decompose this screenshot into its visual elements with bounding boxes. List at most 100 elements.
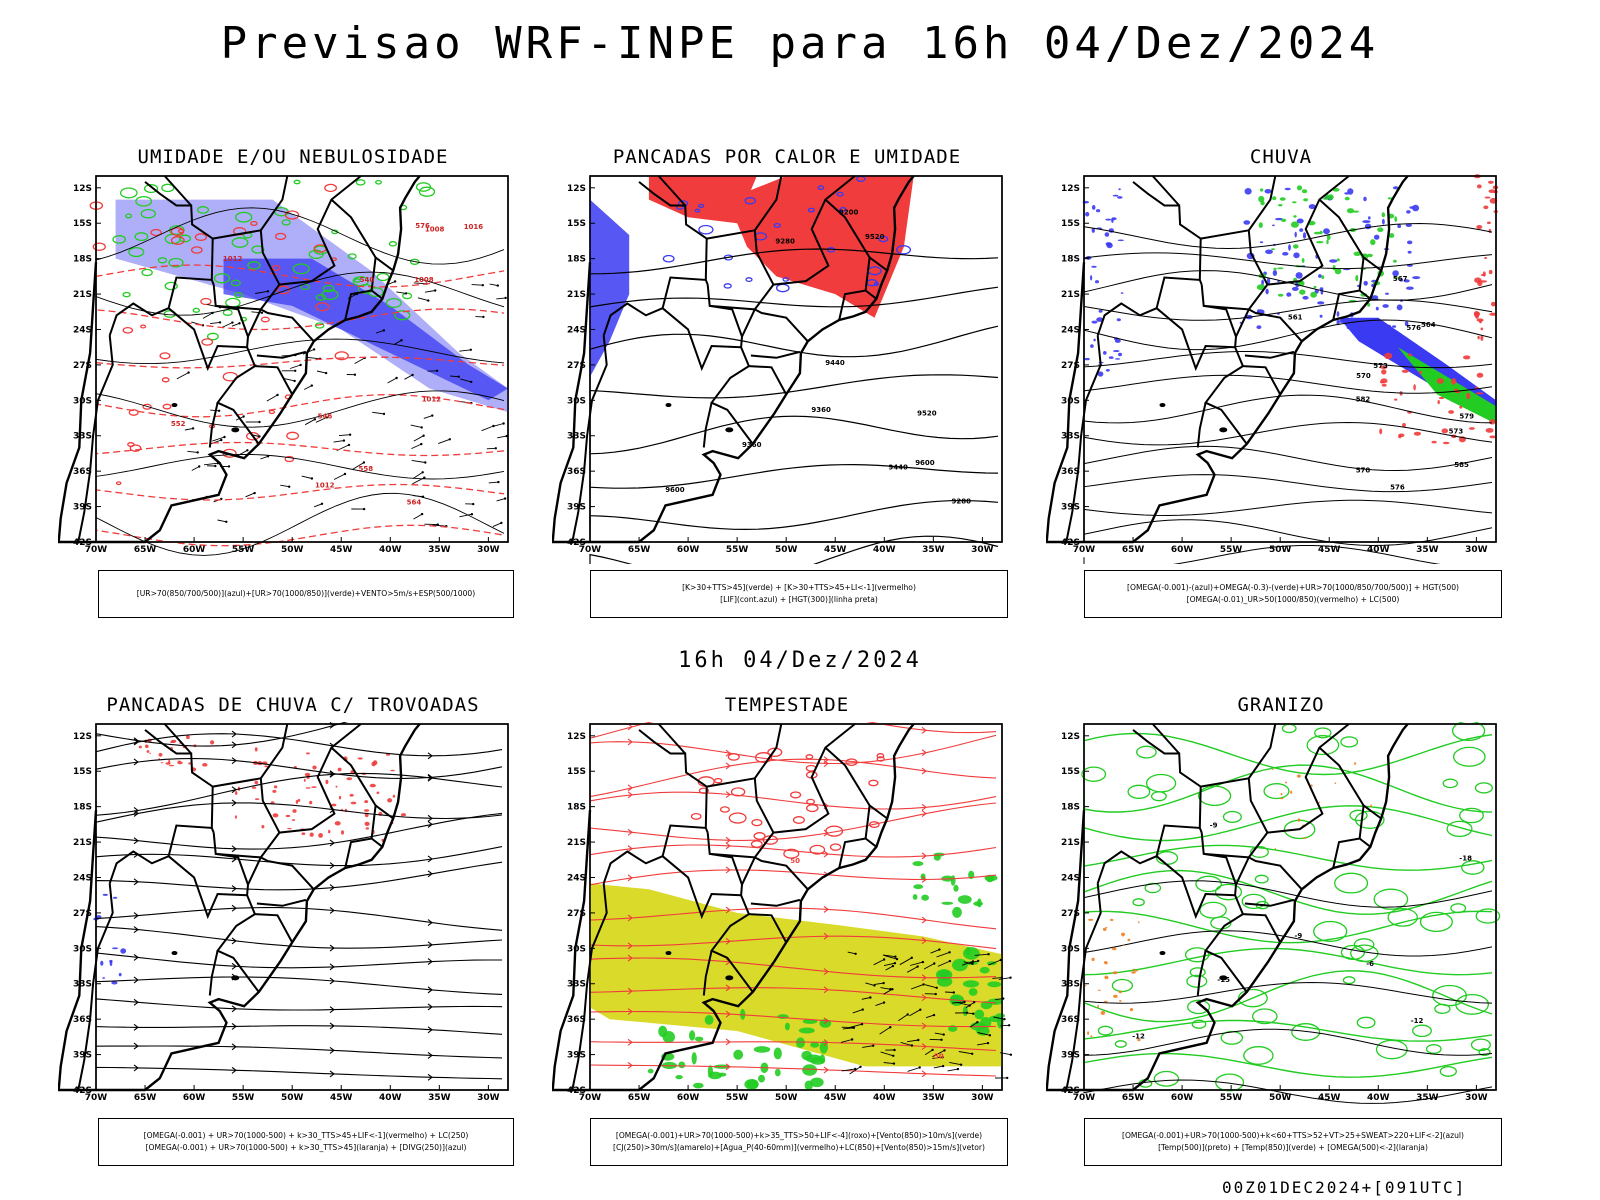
border-line [108,302,169,336]
contour-loop [1356,1016,1376,1029]
streamline-arrow [921,916,927,924]
wind-arrow [880,1051,894,1057]
contour-line [1083,421,1493,446]
shaded-cell [1090,275,1093,281]
shaded-cell [1265,288,1269,295]
lake [665,403,672,408]
contour-loop [178,234,192,243]
contour-line [95,492,505,556]
border-line [1235,308,1250,338]
shaded-cell [968,988,978,996]
lon-label: 60W [677,1093,700,1103]
shaded-cell [1137,1038,1141,1042]
contour-loop [1446,820,1473,838]
streamline-arrow [231,757,237,765]
contour-loop [315,294,327,301]
wind-arrow-head [427,299,430,302]
shaded-cell [1488,269,1493,275]
wind-arrow-head [861,1008,864,1011]
lon-label: 65W [1122,545,1145,555]
streamline-arrow [133,912,139,920]
border-line [750,350,801,359]
legend-line-1: [OMEGA(-0.001)+UR>70(1000-500)+k>35_TTS>… [615,1131,983,1140]
contour-loop [839,206,847,212]
shaded-cell [1131,971,1136,974]
contour-loop [142,403,152,410]
border-line [212,777,261,788]
wind-arrow [210,321,221,325]
wind-arrow [303,385,313,390]
shaded-cell [363,809,370,812]
wind-arrow-head [187,371,190,374]
shaded-cell [1491,301,1496,307]
border-line [1096,302,1157,336]
contour-loop [250,220,258,227]
shaded-cell [1321,275,1325,280]
wind-arrow-head [469,348,472,351]
shaded-cell [1407,240,1413,245]
map-border [95,175,509,543]
lon-label: 50W [775,545,798,555]
wind-arrow [885,965,894,971]
streamline-arrow [231,1022,237,1030]
shaded-cell [1111,947,1117,951]
panel-title: PANCADAS DE CHUVA C/ TROVOADAS [106,694,480,716]
streamline-arrow [329,770,335,778]
wind-arrow [907,1039,919,1043]
border-line [167,824,248,920]
contour-loop [128,247,145,258]
shaded-cell [758,1074,765,1083]
wind-arrow [423,415,433,419]
wind-arrow-head [411,373,414,377]
shaded-cell [1098,309,1103,313]
wind-arrow [963,961,973,965]
lon-label: 50W [1269,1093,1292,1103]
lon-label: 60W [1171,545,1194,555]
wind-arrow-head [922,983,925,986]
border-line [1247,175,1277,286]
shaded-cell [1402,423,1406,428]
contour-label: -9 [1295,932,1303,940]
contour-loop [293,179,301,185]
contour-line [1083,299,1493,321]
shaded-cell [1323,228,1330,235]
lat-label: 21S [1061,290,1080,300]
border-line [706,229,755,240]
wind-arrow [191,466,200,471]
wind-arrow-head [976,1021,979,1024]
coastline [552,723,915,1092]
border-line [748,913,788,943]
streamline-arrow [427,1003,433,1011]
contour-loop [1434,1003,1451,1015]
contour-loop [1340,736,1359,748]
contour-label: 50 [790,857,800,865]
contour-line [1083,869,1493,915]
contour-labels: -12 -12 -9 -15 -18 -6 -9 [1132,821,1472,1040]
shaded-cell [311,786,317,788]
lat-label: 12S [567,184,586,194]
lat-label: 36S [567,467,586,477]
wind-arrow-head [496,284,499,287]
streamline-arrow [133,953,139,961]
shaded-cell [1297,818,1301,822]
shaded-cell [1388,233,1395,238]
streamline-arrow [133,1064,139,1072]
contour-loop [1144,882,1162,894]
panel-legend: [K>30+TTS>45](verde) + [K>30+TTS>45+LI<-… [590,570,1008,618]
shaded-cell [306,752,310,755]
contour-label: 579 [1459,413,1474,421]
lon-label: 65W [628,545,651,555]
humidity-upper-dense [223,258,508,401]
shaded-cell [801,1050,813,1061]
streamline-arrow [329,884,335,892]
contour-loop [698,224,714,235]
shaded-cell [1265,249,1273,255]
contour-loop [782,277,790,282]
streamline-arrow [823,905,829,913]
streamline-arrow [823,986,829,994]
contour-loop [1243,1046,1274,1065]
contour-label: 564 [407,499,422,507]
border-line [77,883,114,1091]
border-line [1065,335,1102,543]
lat-label: 36S [73,1015,92,1025]
